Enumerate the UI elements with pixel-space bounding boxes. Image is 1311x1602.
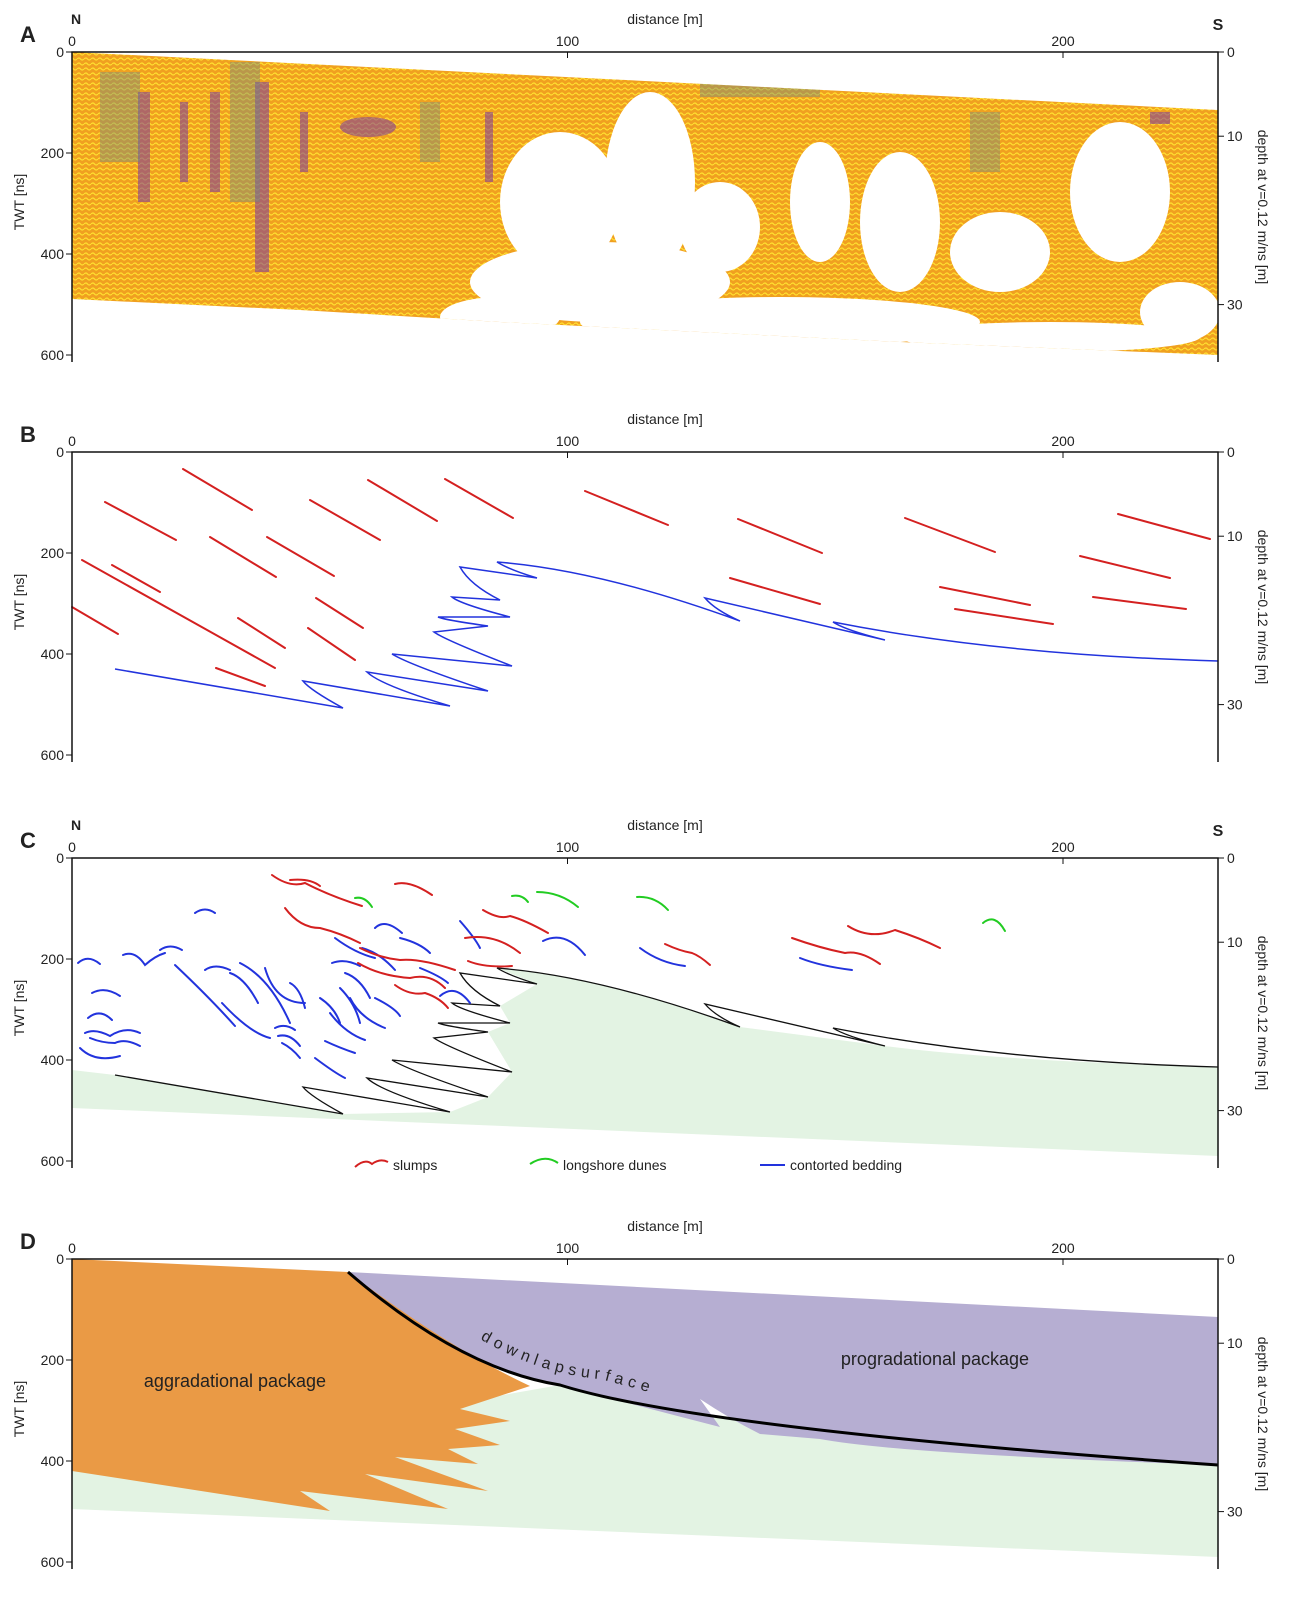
x-tick-label: 200 bbox=[1051, 433, 1075, 449]
y-tick-label: 400 bbox=[41, 246, 65, 262]
panel-label: B bbox=[20, 422, 36, 447]
x-tick-label: 200 bbox=[1051, 1240, 1075, 1256]
legend: slumps longshore dunes contorted bedding bbox=[354, 1157, 902, 1173]
y-axis-title: TWT [ns] bbox=[11, 574, 27, 631]
interpretation-d: aggradational package progradational pac… bbox=[72, 1259, 1219, 1557]
y-tick-label: 0 bbox=[56, 444, 64, 460]
x-axis-title: distance [m] bbox=[627, 411, 702, 427]
y-tick-label: 400 bbox=[41, 1052, 65, 1068]
y-tick-label: 0 bbox=[56, 44, 64, 60]
y2-tick-label: 10 bbox=[1227, 128, 1243, 144]
x-tick-label: 100 bbox=[556, 33, 580, 49]
y2-tick-label: 10 bbox=[1227, 1335, 1243, 1351]
y-tick-label: 400 bbox=[41, 1453, 65, 1469]
slumps bbox=[271, 874, 941, 1009]
y-tick-label: 200 bbox=[41, 145, 65, 161]
y2-axis-title: depth at v=0.12 m/ns [m] bbox=[1255, 130, 1271, 284]
y-axis-title: TWT [ns] bbox=[11, 980, 27, 1037]
y2-axis-title: depth at v=0.12 m/ns [m] bbox=[1255, 530, 1271, 684]
north-label: N bbox=[71, 11, 81, 27]
north-label: N bbox=[71, 817, 81, 833]
y2-axis-title: depth at v=0.12 m/ns [m] bbox=[1255, 936, 1271, 1090]
x-axis-title: distance [m] bbox=[627, 1218, 702, 1234]
axis-frame bbox=[71, 857, 1219, 1168]
y2-tick-label: 0 bbox=[1227, 1251, 1235, 1267]
x-tick-label: 100 bbox=[556, 433, 580, 449]
y-tick-label: 600 bbox=[41, 1554, 65, 1570]
progradational-body bbox=[348, 1272, 1218, 1465]
y-tick-label: 0 bbox=[56, 850, 64, 866]
y-tick-label: 200 bbox=[41, 1352, 65, 1368]
interpretation-b bbox=[71, 468, 1219, 709]
x-tick-label: 0 bbox=[68, 839, 76, 855]
zigzag-surface bbox=[114, 967, 1219, 1115]
y-tick-label: 600 bbox=[41, 347, 65, 363]
y2-tick-label: 30 bbox=[1227, 1103, 1243, 1119]
y2-tick-label: 30 bbox=[1227, 297, 1243, 313]
y2-tick-label: 10 bbox=[1227, 934, 1243, 950]
panel-label: C bbox=[20, 828, 36, 853]
x-tick-label: 0 bbox=[68, 33, 76, 49]
x-axis-title: distance [m] bbox=[627, 817, 702, 833]
x-tick-label: 100 bbox=[556, 1240, 580, 1256]
axis-frame bbox=[71, 1258, 1219, 1569]
axis-frame bbox=[71, 51, 1219, 362]
substrate bbox=[72, 968, 1218, 1156]
axis-frame bbox=[71, 451, 1219, 762]
radar-texture bbox=[100, 62, 1218, 352]
contorted-bedding bbox=[77, 908, 853, 1079]
y2-tick-label: 0 bbox=[1227, 444, 1235, 460]
y-axis-title: TWT [ns] bbox=[11, 174, 27, 231]
reflectors bbox=[71, 468, 1211, 687]
y-tick-label: 0 bbox=[56, 1251, 64, 1267]
y2-tick-label: 0 bbox=[1227, 850, 1235, 866]
legend-label: contorted bedding bbox=[790, 1157, 902, 1173]
y-tick-label: 600 bbox=[41, 747, 65, 763]
panel-label: A bbox=[20, 22, 36, 47]
y-tick-label: 600 bbox=[41, 1153, 65, 1169]
y-tick-label: 200 bbox=[41, 951, 65, 967]
annotation: aggradational package bbox=[144, 1371, 326, 1391]
legend-label: slumps bbox=[393, 1157, 437, 1173]
y-tick-label: 400 bbox=[41, 646, 65, 662]
x-tick-label: 0 bbox=[68, 1240, 76, 1256]
radargram bbox=[72, 52, 1218, 355]
y2-tick-label: 30 bbox=[1227, 1504, 1243, 1520]
y2-axis-title: depth at v=0.12 m/ns [m] bbox=[1255, 1337, 1271, 1491]
south-label: S bbox=[1213, 823, 1224, 840]
y-tick-label: 200 bbox=[41, 545, 65, 561]
panel-label: D bbox=[20, 1229, 36, 1254]
x-tick-label: 200 bbox=[1051, 839, 1075, 855]
x-tick-label: 0 bbox=[68, 433, 76, 449]
aggradational-body bbox=[72, 1259, 530, 1511]
x-tick-label: 100 bbox=[556, 839, 580, 855]
y-axis-title: TWT [ns] bbox=[11, 1381, 27, 1438]
annotation: progradational package bbox=[841, 1349, 1029, 1369]
longshore-dunes bbox=[354, 891, 1006, 932]
downlap-surface bbox=[347, 1270, 1219, 1467]
interpretation-c: slumps longshore dunes contorted bedding bbox=[72, 874, 1219, 1173]
y2-tick-label: 30 bbox=[1227, 697, 1243, 713]
zigzag-surface bbox=[114, 561, 1219, 709]
y2-tick-label: 0 bbox=[1227, 44, 1235, 60]
legend-label: longshore dunes bbox=[563, 1157, 667, 1173]
x-axis-title: distance [m] bbox=[627, 11, 702, 27]
y2-tick-label: 10 bbox=[1227, 528, 1243, 544]
south-label: S bbox=[1213, 17, 1224, 34]
x-tick-label: 200 bbox=[1051, 33, 1075, 49]
